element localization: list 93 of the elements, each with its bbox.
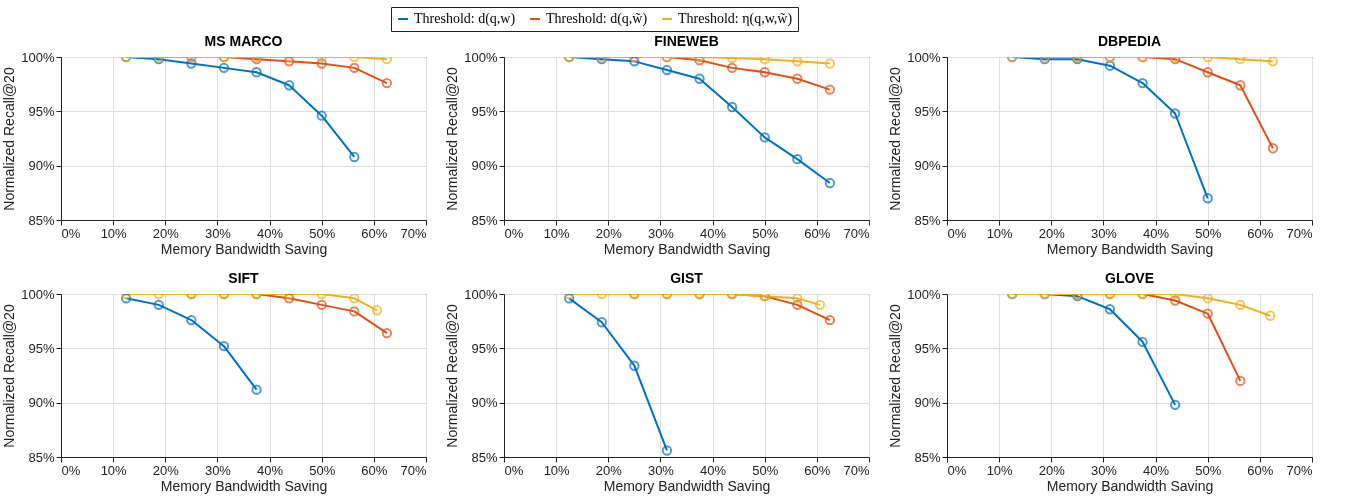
x-tick-label: 20% [595, 225, 623, 241]
x-tick-label: 40% [700, 462, 727, 478]
x-tick-label: 60% [361, 462, 388, 478]
x-tick-label: 40% [1143, 462, 1170, 478]
x-tick-label: 20% [152, 462, 180, 478]
x-tick-label: 0% [504, 225, 524, 241]
chart-title: GLOVE [1104, 270, 1155, 286]
x-tick-label: 20% [1038, 225, 1066, 241]
x-axis-title: Memory Bandwidth Saving [160, 477, 328, 494]
y-tick-label: 90% [28, 395, 55, 411]
chart-title: GIST [670, 270, 704, 286]
x-tick-label: 20% [152, 225, 180, 241]
x-tick-label: 0% [947, 462, 967, 478]
x-tick-label: 50% [309, 462, 336, 478]
x-tick-label: 60% [804, 462, 831, 478]
y-tick-label: 95% [914, 340, 941, 356]
chart-title: MS MARCO [204, 33, 283, 49]
x-tick-label: 50% [752, 462, 779, 478]
x-tick-label: 10% [100, 225, 128, 241]
x-tick-label: 50% [1195, 462, 1222, 478]
y-tick-label: 90% [471, 158, 498, 174]
x-tick-label: 30% [204, 462, 232, 478]
x-tick-label: 20% [1038, 462, 1066, 478]
y-tick-label: 85% [914, 212, 941, 228]
x-tick-label: 0% [947, 225, 967, 241]
x-tick-label: 30% [204, 225, 232, 241]
y-tick-label: 100% [21, 286, 55, 302]
y-tick-label: 90% [471, 395, 498, 411]
y-axis-title: Normalized Recall@20 [1, 304, 18, 448]
x-axis-title: Memory Bandwidth Saving [603, 477, 771, 494]
x-tick-label: 50% [752, 225, 779, 241]
y-axis-title: Normalized Recall@20 [1, 67, 18, 211]
x-axis-title: Memory Bandwidth Saving [1046, 240, 1214, 257]
legend-label: Threshold: η(q,w,w̃) [678, 11, 793, 27]
x-tick-label: 40% [257, 225, 284, 241]
chart-title: SIFT [228, 270, 260, 286]
y-tick-label: 85% [28, 449, 55, 465]
y-tick-label: 100% [21, 49, 55, 65]
x-tick-label: 70% [400, 462, 427, 478]
x-tick-label: 50% [1195, 225, 1222, 241]
y-axis-title: Normalized Recall@20 [444, 67, 461, 211]
legend-label: Threshold: d(q,w̃) [546, 11, 648, 27]
y-axis-title: Normalized Recall@20 [887, 67, 904, 211]
x-tick-label: 30% [647, 225, 675, 241]
x-tick-label: 70% [400, 225, 427, 241]
y-tick-label: 90% [28, 158, 55, 174]
x-tick-label: 0% [504, 462, 524, 478]
x-tick-label: 10% [100, 462, 128, 478]
x-tick-label: 70% [843, 462, 870, 478]
y-tick-label: 85% [471, 212, 498, 228]
x-tick-label: 40% [700, 225, 727, 241]
x-tick-label: 70% [1286, 462, 1313, 478]
y-tick-label: 100% [464, 286, 498, 302]
x-tick-label: 70% [1286, 225, 1313, 241]
y-tick-label: 95% [28, 103, 55, 119]
y-tick-label: 90% [914, 158, 941, 174]
x-tick-label: 30% [1090, 225, 1118, 241]
x-tick-label: 10% [543, 225, 571, 241]
x-axis-title: Memory Bandwidth Saving [160, 240, 328, 257]
x-tick-label: 10% [986, 225, 1014, 241]
x-tick-label: 20% [595, 462, 623, 478]
y-tick-label: 90% [914, 395, 941, 411]
chart-title: FINEWEB [654, 33, 719, 49]
x-tick-label: 0% [61, 225, 81, 241]
x-tick-label: 30% [1090, 462, 1118, 478]
y-tick-label: 85% [914, 449, 941, 465]
y-tick-label: 95% [471, 103, 498, 119]
x-tick-label: 60% [1247, 462, 1274, 478]
y-tick-label: 100% [907, 286, 941, 302]
y-tick-label: 95% [28, 340, 55, 356]
y-axis-title: Normalized Recall@20 [887, 304, 904, 448]
x-tick-label: 10% [543, 462, 571, 478]
x-tick-label: 50% [309, 225, 336, 241]
x-tick-label: 60% [361, 225, 388, 241]
x-tick-label: 40% [257, 462, 284, 478]
y-tick-label: 100% [907, 49, 941, 65]
x-tick-label: 70% [843, 225, 870, 241]
x-tick-label: 10% [986, 462, 1014, 478]
x-tick-label: 40% [1143, 225, 1170, 241]
x-axis-title: Memory Bandwidth Saving [1046, 477, 1214, 494]
x-tick-label: 60% [804, 225, 831, 241]
x-axis-title: Memory Bandwidth Saving [603, 240, 771, 257]
y-axis-title: Normalized Recall@20 [444, 304, 461, 448]
y-tick-label: 100% [464, 49, 498, 65]
y-tick-label: 85% [28, 212, 55, 228]
y-tick-label: 95% [471, 340, 498, 356]
x-tick-label: 60% [1247, 225, 1274, 241]
y-tick-label: 85% [471, 449, 498, 465]
x-tick-label: 30% [647, 462, 675, 478]
y-tick-label: 95% [914, 103, 941, 119]
chart-title: DBPEDIA [1097, 33, 1162, 49]
legend-label: Threshold: d(q,w) [414, 11, 516, 27]
x-tick-label: 0% [61, 462, 81, 478]
